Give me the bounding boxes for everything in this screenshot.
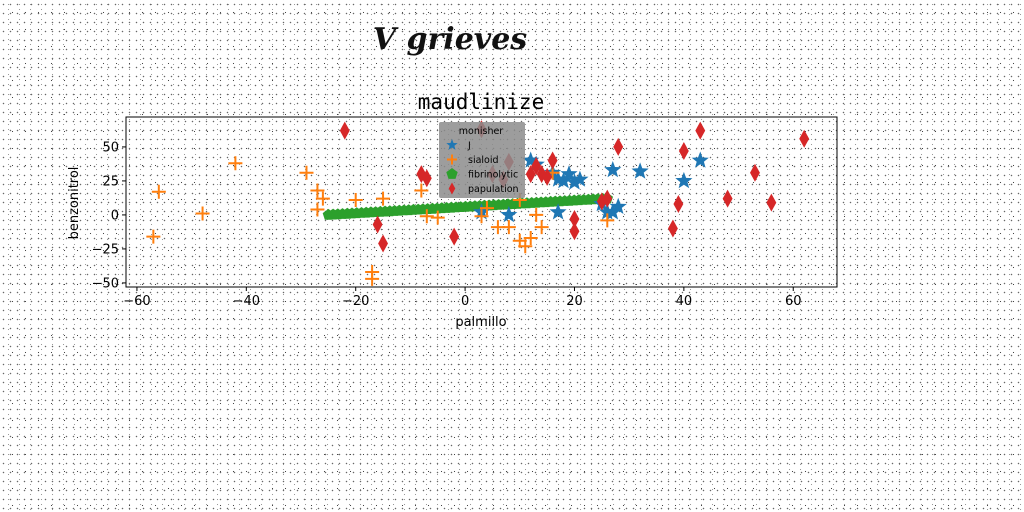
point-papulation bbox=[525, 165, 536, 184]
legend-title: monisher bbox=[459, 126, 504, 137]
series-papulation-group bbox=[339, 120, 810, 253]
point-papulation bbox=[750, 163, 760, 182]
legend-entry-fibrinolytic: fibrinolytic bbox=[446, 168, 518, 181]
point-sialoid bbox=[151, 184, 166, 199]
legend-label: papulation bbox=[468, 184, 519, 195]
point-sialoid bbox=[310, 183, 325, 198]
point-papulation bbox=[673, 195, 684, 214]
point-papulation bbox=[449, 227, 460, 246]
x-tick-label: 20 bbox=[566, 294, 583, 309]
y-axis-label: benzonitrol bbox=[67, 167, 82, 240]
x-tick-label: 60 bbox=[785, 294, 802, 309]
point-sialoid bbox=[299, 165, 314, 180]
point-J bbox=[560, 165, 578, 182]
point-sialoid bbox=[600, 213, 615, 228]
point-sialoid bbox=[146, 229, 161, 244]
chart-title: maudlinize bbox=[418, 90, 544, 114]
point-sialoid bbox=[419, 209, 434, 224]
x-axis-ticks: −60 −40 −20 0 20 40 60 bbox=[123, 287, 802, 309]
point-sialoid bbox=[518, 239, 533, 254]
point-papulation bbox=[569, 222, 580, 241]
point-sialoid bbox=[376, 191, 391, 206]
x-tick-label: 0 bbox=[461, 294, 469, 309]
point-sialoid bbox=[430, 210, 445, 225]
point-papulation bbox=[678, 142, 689, 160]
point-papulation bbox=[613, 137, 624, 156]
point-papulation bbox=[339, 121, 350, 140]
point-papulation bbox=[596, 192, 607, 211]
point-papulation bbox=[372, 215, 383, 234]
point-sialoid bbox=[310, 202, 325, 217]
point-J bbox=[500, 205, 518, 223]
plot-frame bbox=[125, 116, 838, 288]
legend-marker-sialoid bbox=[447, 154, 457, 165]
point-papulation bbox=[799, 129, 810, 148]
point-papulation bbox=[378, 234, 389, 253]
point-papulation bbox=[531, 156, 542, 175]
point-sialoid bbox=[479, 201, 494, 216]
point-sialoid bbox=[523, 231, 538, 246]
legend-entry-J: J bbox=[446, 139, 471, 152]
point-J bbox=[631, 162, 649, 179]
point-sialoid bbox=[501, 220, 516, 235]
figure-title: V grieves bbox=[372, 22, 528, 57]
point-sialoid bbox=[348, 192, 363, 207]
point-J bbox=[675, 171, 693, 189]
y-tick-label: 50 bbox=[102, 140, 119, 155]
point-J bbox=[549, 203, 567, 220]
legend-box bbox=[439, 122, 525, 198]
point-papulation bbox=[602, 189, 613, 208]
point-sialoid bbox=[228, 156, 243, 171]
point-papulation bbox=[695, 121, 706, 140]
point-J bbox=[555, 171, 573, 189]
point-papulation bbox=[569, 210, 580, 228]
point-sialoid bbox=[529, 207, 544, 222]
point-papulation bbox=[547, 151, 558, 170]
legend-entry-sialoid: sialoid bbox=[447, 154, 499, 166]
legend-marker-J bbox=[446, 139, 458, 150]
point-J bbox=[571, 170, 589, 187]
point-papulation bbox=[421, 169, 432, 188]
point-papulation bbox=[542, 167, 553, 186]
point-papulation bbox=[667, 219, 678, 238]
point-J bbox=[565, 173, 583, 190]
legend-entry-papulation: papulation bbox=[448, 182, 519, 195]
y-axis-ticks: −50 −25 0 25 50 bbox=[92, 140, 126, 291]
point-sialoid bbox=[365, 271, 380, 286]
legend-label: fibrinolytic bbox=[468, 170, 518, 181]
x-tick-label: 40 bbox=[676, 294, 693, 309]
point-sialoid bbox=[474, 209, 489, 224]
y-tick-label: 25 bbox=[102, 174, 119, 189]
point-J bbox=[522, 151, 540, 168]
point-J bbox=[604, 161, 622, 178]
point-papulation bbox=[766, 193, 777, 212]
legend-label: sialoid bbox=[468, 155, 499, 166]
point-papulation bbox=[722, 189, 733, 208]
point-J bbox=[609, 197, 627, 214]
point-sialoid bbox=[195, 206, 210, 221]
series-sialoid-group bbox=[146, 156, 615, 286]
legend-marker-fibrinolytic bbox=[446, 168, 458, 179]
legend-marker-papulation bbox=[448, 182, 456, 195]
legend-label: J bbox=[467, 141, 471, 152]
point-J bbox=[691, 151, 709, 168]
point-sialoid bbox=[534, 220, 549, 235]
point-J bbox=[598, 203, 616, 220]
x-tick-label: −40 bbox=[233, 294, 260, 309]
y-tick-label: 0 bbox=[111, 208, 119, 223]
y-tick-label: −50 bbox=[92, 276, 119, 291]
point-sialoid bbox=[315, 191, 330, 206]
point-sialoid bbox=[414, 183, 429, 198]
x-tick-label: −20 bbox=[342, 294, 369, 309]
y-tick-label: −25 bbox=[92, 242, 119, 257]
x-tick-label: −60 bbox=[123, 294, 150, 309]
x-axis-label: palmillo bbox=[455, 315, 506, 330]
